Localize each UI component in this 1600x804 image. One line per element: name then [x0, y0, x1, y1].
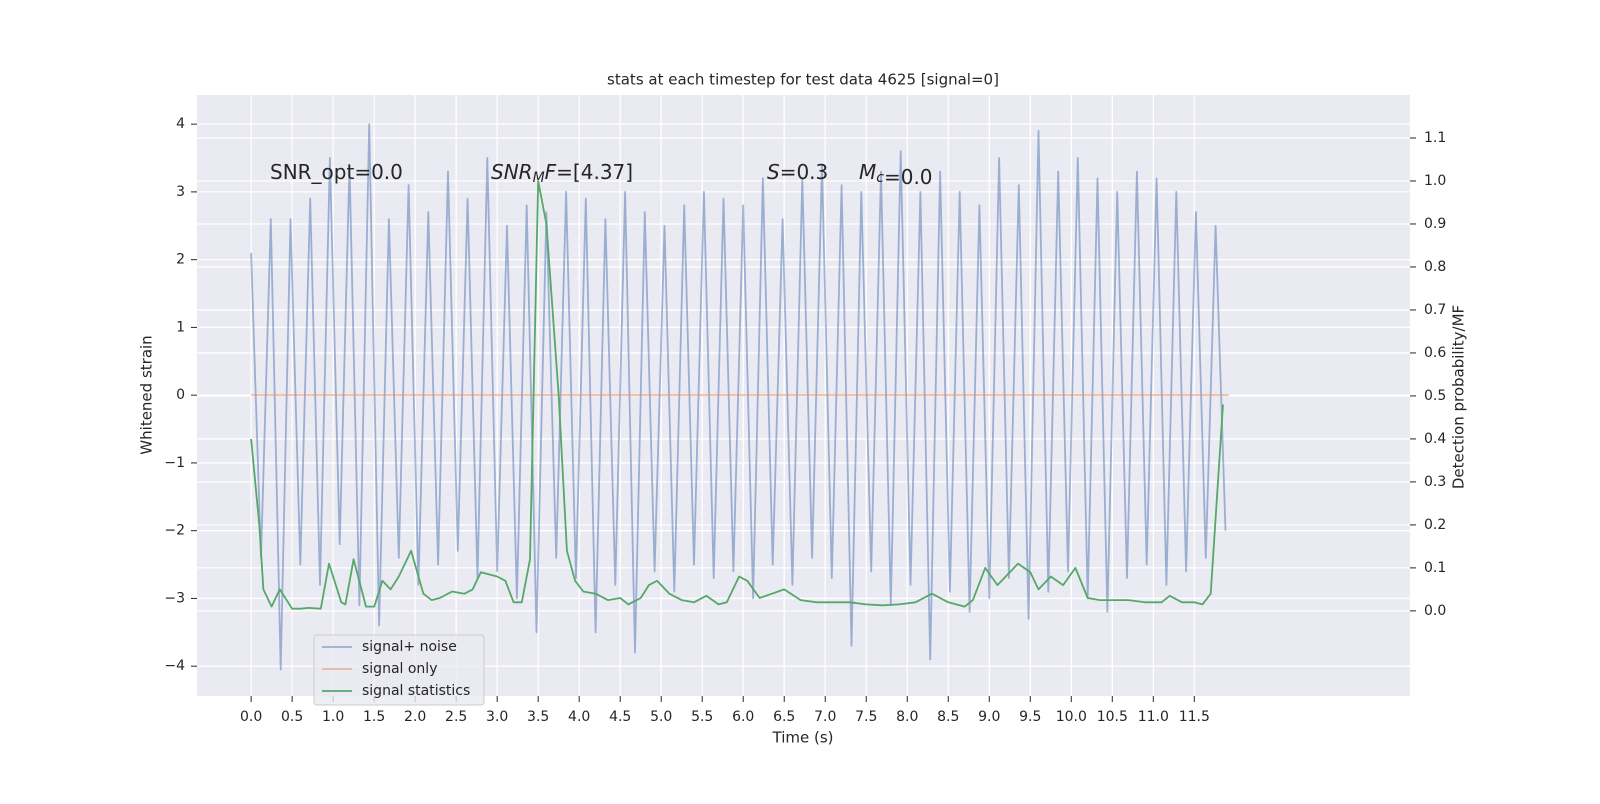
- x-tick-label: 4.5: [609, 709, 631, 725]
- chart-title: stats at each timestep for test data 462…: [607, 71, 999, 89]
- y-tick-label: −4: [164, 658, 185, 674]
- y2-tick-label: 0.9: [1424, 216, 1446, 232]
- x-tick-label: 9.0: [978, 709, 1000, 725]
- legend-label: signal statistics: [362, 683, 470, 699]
- x-tick-label: 6.0: [732, 709, 754, 725]
- x-tick-label: 11.0: [1138, 709, 1169, 725]
- y2-tick-label: 0.7: [1424, 302, 1446, 318]
- x-tick-label: 6.5: [773, 709, 795, 725]
- y-tick-label: 1: [176, 319, 185, 335]
- y-tick-label: −2: [164, 523, 185, 539]
- y2-tick-label: 0.5: [1424, 388, 1446, 404]
- y2-tick-label: 0.4: [1424, 431, 1446, 447]
- y2-tick-label: 0.0: [1424, 603, 1446, 619]
- y2-axis-label: Detection probability/MF: [1450, 305, 1468, 489]
- legend-label: signal only: [362, 661, 437, 677]
- y2-tick-label: 0.8: [1424, 259, 1446, 275]
- annotation: Mc=0.0: [859, 160, 933, 189]
- series-line: [250, 180, 1224, 610]
- annotation-part: SNR: [491, 160, 533, 184]
- y-tick-label: 3: [176, 184, 185, 200]
- x-tick-label: 0.5: [281, 709, 303, 725]
- x-axis-label: Time (s): [772, 729, 834, 747]
- annotation: SNRMF=[4.37]: [491, 160, 633, 187]
- x-tick-label: 5.0: [650, 709, 672, 725]
- x-tick-label: 1.5: [363, 709, 385, 725]
- y2-tick-label: 1.0: [1424, 173, 1446, 189]
- y-axis-label: Whitened strain: [138, 335, 156, 454]
- x-tick-label: 8.0: [896, 709, 918, 725]
- y2-tick-label: 0.1: [1424, 560, 1446, 576]
- annotation-part: =0.0: [884, 165, 933, 189]
- x-tick-label: 2.0: [404, 709, 426, 725]
- series-line: [250, 123, 1227, 671]
- x-tick-label: 5.5: [691, 709, 713, 725]
- y2-tick-label: 1.1: [1424, 130, 1446, 146]
- y-tick-label: 2: [176, 252, 185, 268]
- x-tick-label: 10.0: [1056, 709, 1087, 725]
- y2-tick-label: 0.6: [1424, 345, 1446, 361]
- x-tick-label: 8.5: [937, 709, 959, 725]
- x-tick-label: 4.0: [568, 709, 590, 725]
- x-tick-label: 7.5: [855, 709, 877, 725]
- x-tick-label: 7.0: [814, 709, 836, 725]
- annotation-part: S: [767, 160, 780, 184]
- legend-label: signal+ noise: [362, 639, 457, 655]
- annotation-part: M: [859, 160, 876, 184]
- annotation-part: =0.3: [780, 160, 829, 184]
- x-tick-label: 0.0: [240, 709, 262, 725]
- x-tick-label: 1.0: [322, 709, 344, 725]
- y-tick-label: −1: [164, 455, 185, 471]
- x-tick-label: 10.5: [1097, 709, 1128, 725]
- y2-tick-label: 0.2: [1424, 517, 1446, 533]
- annotation: S=0.3: [767, 160, 828, 184]
- y-tick-label: −3: [164, 590, 185, 606]
- x-tick-label: 9.5: [1019, 709, 1041, 725]
- legend-box: [313, 634, 485, 706]
- x-tick-label: 3.5: [527, 709, 549, 725]
- y-tick-label: 0: [176, 387, 185, 403]
- annotation-part: SNR_opt=0.0: [270, 160, 403, 184]
- x-tick-label: 11.5: [1179, 709, 1210, 725]
- x-tick-label: 2.5: [445, 709, 467, 725]
- legend: signal+ noise signal only signal statistic…: [313, 634, 485, 706]
- y-tick-label: 4: [176, 116, 185, 132]
- y2-tick-label: 0.3: [1424, 474, 1446, 490]
- x-tick-label: 3.0: [486, 709, 508, 725]
- annotation-part: M: [533, 170, 545, 186]
- annotation-part: F=[4.37]: [545, 160, 633, 184]
- annotation: SNR_opt=0.0: [270, 160, 403, 184]
- annotation-part: c: [876, 170, 884, 186]
